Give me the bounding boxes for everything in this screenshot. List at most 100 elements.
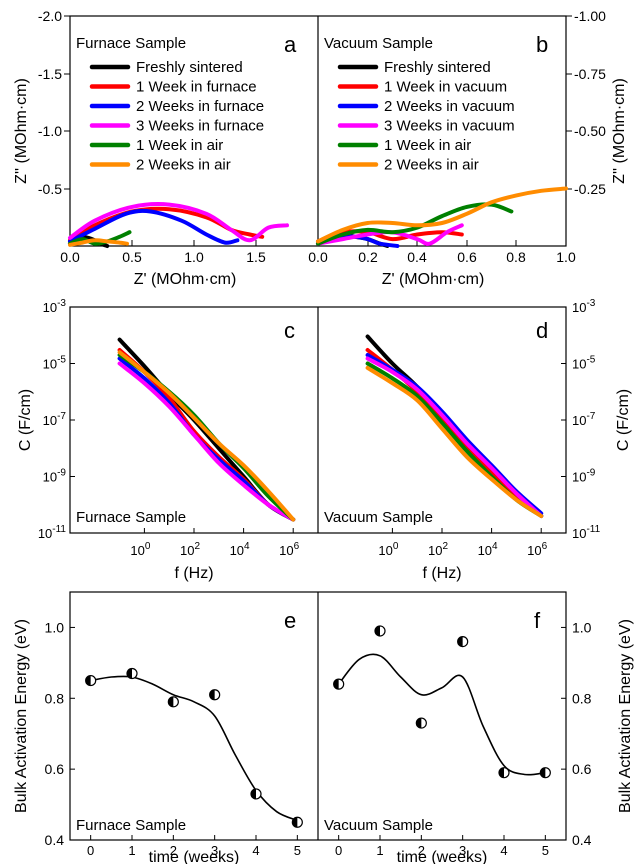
y-axis-label: Z'' (MOhm·cm) xyxy=(611,78,628,184)
data-point xyxy=(250,788,262,800)
xtick-label: 102 xyxy=(180,541,200,558)
data-point xyxy=(291,816,303,828)
xtick-label: 1.0 xyxy=(184,249,204,265)
xtick-label: 3 xyxy=(211,843,218,858)
ytick-label: -0.25 xyxy=(574,181,606,197)
panel-letter: c xyxy=(284,318,295,343)
panel-title: Vacuum Sample xyxy=(324,509,433,526)
data-point xyxy=(539,767,551,779)
ytick-label: 1.0 xyxy=(45,619,65,635)
series-line-4 xyxy=(117,361,296,522)
series-line-5 xyxy=(68,230,132,246)
data-point xyxy=(333,678,345,690)
panel-letter: d xyxy=(536,318,548,343)
legend-entry: 3 Weeks in furnace xyxy=(89,118,264,135)
legend-label: Freshly sintered xyxy=(136,59,243,76)
xtick-label: 1.0 xyxy=(556,249,576,265)
xtick-label: 0 xyxy=(87,843,94,858)
panel-title: Vacuum Sample xyxy=(324,35,433,52)
x-axis-label: time (weeks) xyxy=(397,849,488,864)
ytick-label: 0.4 xyxy=(572,832,592,848)
ytick-label: 1.0 xyxy=(572,619,592,635)
xtick-label: 5 xyxy=(294,843,301,858)
xtick-label: 102 xyxy=(428,541,448,558)
data-point xyxy=(374,625,386,637)
legend-label: 1 Week in air xyxy=(384,137,471,154)
xtick-label: 0.0 xyxy=(308,249,328,265)
y-axis-label: Bulk Activation Energy (eV) xyxy=(13,619,30,813)
ytick-label: 10-9 xyxy=(43,468,67,485)
xtick-label: 1 xyxy=(128,843,135,858)
series-line-6 xyxy=(117,350,296,522)
series-line-2 xyxy=(68,206,265,243)
y-axis-label: C (F/cm) xyxy=(615,389,632,451)
panel-title: Furnace Sample xyxy=(76,509,186,526)
xtick-label: 0.2 xyxy=(358,249,378,265)
xtick-label: 100 xyxy=(378,541,398,558)
legend-entry: 1 Week in furnace xyxy=(89,79,257,96)
plot-d xyxy=(365,334,544,518)
legend-label: 1 Week in furnace xyxy=(136,79,257,96)
x-axis-label: Z' (MOhm·cm) xyxy=(134,271,237,288)
fit-curve xyxy=(90,675,298,822)
legend-label: 1 Week in air xyxy=(136,137,223,154)
row1-right-yticks: -1.00 -0.75 -0.50 -0.25 xyxy=(566,8,606,197)
legend-label: Freshly sintered xyxy=(384,59,491,76)
ytick-label: 10-7 xyxy=(43,411,67,428)
y-axis-label: Bulk Activation Energy (eV) xyxy=(617,619,634,813)
xtick-label: 1 xyxy=(376,843,383,858)
xtick-label: 0.0 xyxy=(60,249,80,265)
legend-entry: 2 Weeks in vacuum xyxy=(337,98,515,115)
ytick-label: -1.0 xyxy=(38,123,62,139)
xtick-label: 2 xyxy=(418,843,425,858)
legend-entry: 2 Weeks in furnace xyxy=(89,98,264,115)
xtick-label: 3 xyxy=(459,843,466,858)
xtick-label: 106 xyxy=(279,541,299,558)
panel-title: Furnace Sample xyxy=(76,35,186,52)
data-point xyxy=(85,674,97,687)
xtick-label: 0.6 xyxy=(457,249,477,265)
panel-title: Vacuum Sample xyxy=(324,817,433,834)
panel-letter: e xyxy=(284,608,296,633)
legend-label: 2 Weeks in air xyxy=(384,157,479,174)
legend-label: 2 Weeks in furnace xyxy=(136,98,264,115)
legend-label: 2 Weeks in air xyxy=(136,157,231,174)
x-axis-label: Z' (MOhm·cm) xyxy=(382,271,485,288)
xtick-label: 100 xyxy=(130,541,150,558)
xtick-label: 2 xyxy=(170,843,177,858)
legend-label: 2 Weeks in vacuum xyxy=(384,98,515,115)
xtick-label: 1.5 xyxy=(246,249,266,265)
ytick-label: -1.00 xyxy=(574,8,606,24)
ytick-label: 0.4 xyxy=(45,832,65,848)
row3-ticks: 0.4 0.6 0.8 1.0 0 1 2 3 4 5 0.4 0.6 0.8 1.0 0 1 2 3 4 5 xyxy=(45,619,592,858)
plot-f xyxy=(333,625,551,779)
ytick-label: -0.50 xyxy=(574,123,606,139)
x-axis-label: f (Hz) xyxy=(422,565,461,582)
data-point xyxy=(457,635,469,648)
plot-c xyxy=(117,337,296,522)
row1-left-yticks: -2.0 -1.5 -1.0 -0.5 xyxy=(38,8,70,197)
data-point xyxy=(498,767,510,779)
x-axis-label: f (Hz) xyxy=(174,565,213,582)
data-point xyxy=(126,667,138,680)
row1-axes: -2.0 -1.5 -1.0 -0.5 -1.00 -0.75 -0.50 -0… xyxy=(13,8,628,288)
row1-right-xticks: 0.0 0.2 0.4 0.6 0.8 1.0 xyxy=(308,240,576,265)
data-point xyxy=(209,689,221,701)
data-point xyxy=(415,717,427,729)
panel-letter: b xyxy=(536,32,548,57)
legend-b: Freshly sintered 1 Week in vacuum 2 Weeks … xyxy=(337,59,515,174)
ytick-label: -2.0 xyxy=(38,8,62,24)
series-line-4 xyxy=(68,202,289,243)
legend-entry: Freshly sintered xyxy=(89,59,243,76)
ytick-label: 10-3 xyxy=(572,298,596,315)
panel-letter: a xyxy=(284,32,297,57)
series-line-2 xyxy=(316,229,464,244)
series-line-6 xyxy=(316,186,568,244)
ytick-label: 10-11 xyxy=(38,524,67,541)
series-line-4 xyxy=(365,356,544,518)
series-line-4 xyxy=(316,223,464,246)
legend-label: 3 Weeks in vacuum xyxy=(384,118,515,135)
ytick-label: 10-5 xyxy=(572,355,596,372)
legend-entry: 1 Week in air xyxy=(89,137,223,154)
